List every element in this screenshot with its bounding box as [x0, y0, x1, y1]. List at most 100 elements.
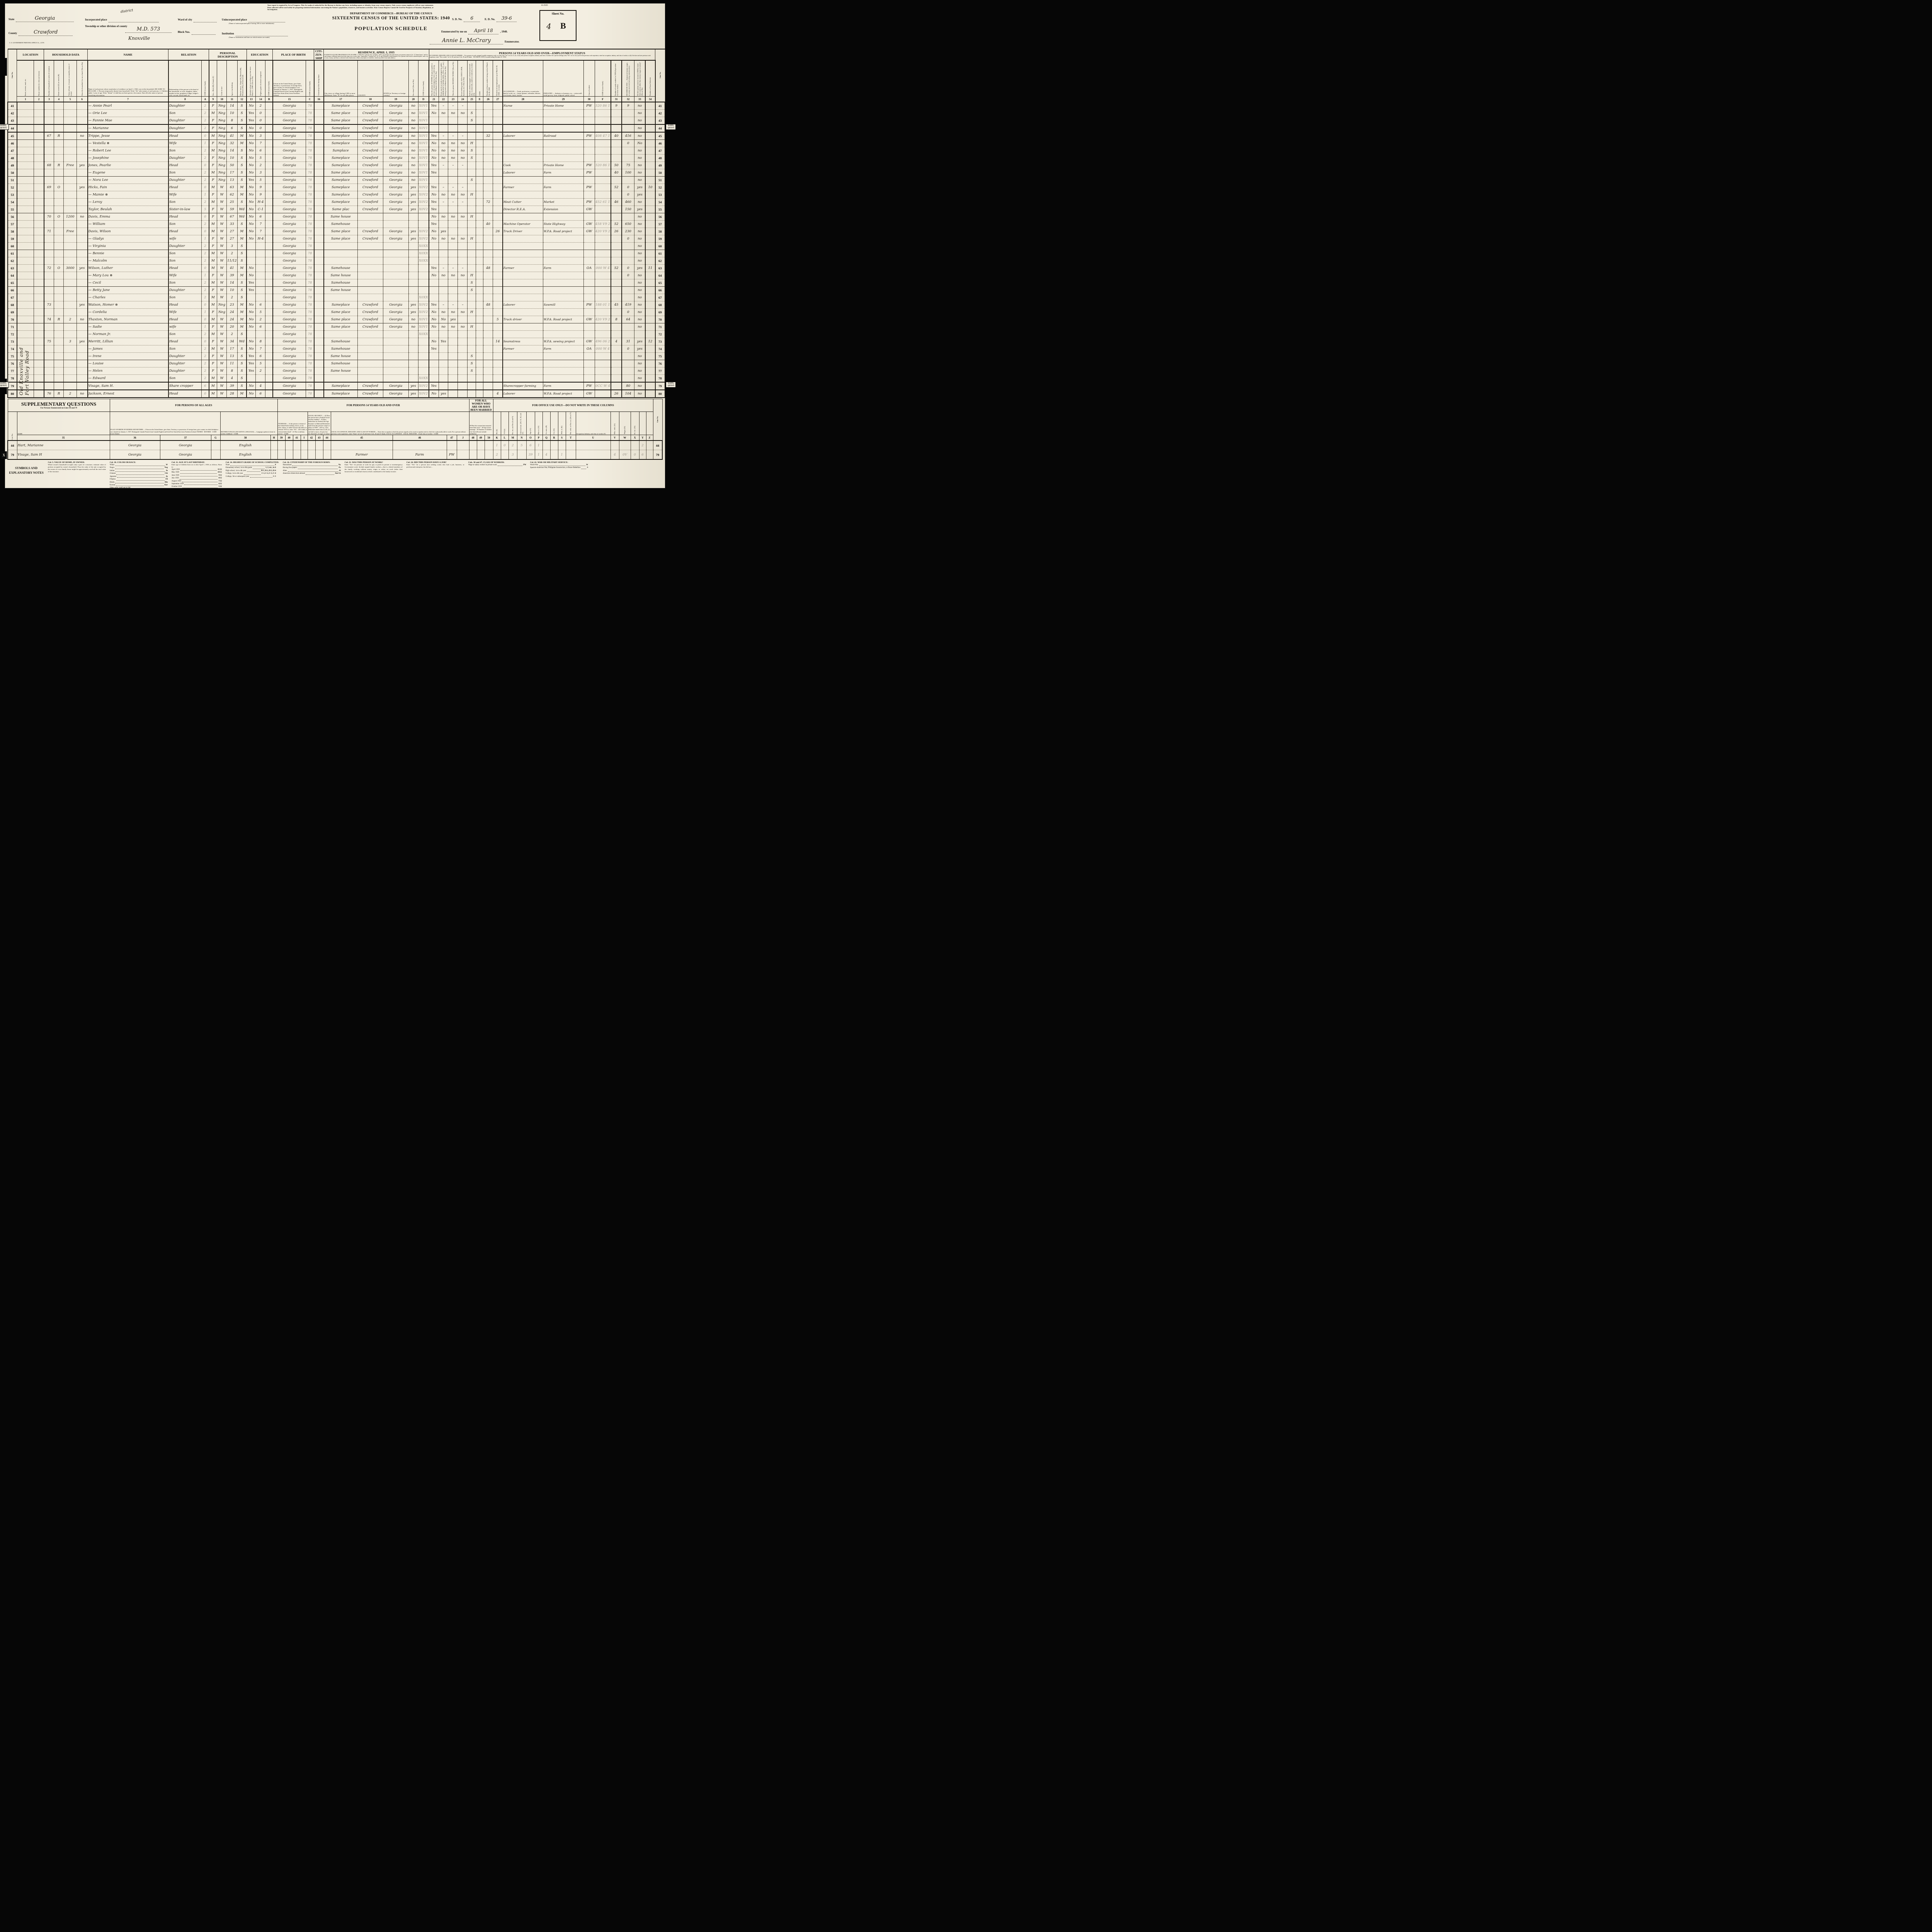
line-number-left: 64 — [7, 272, 17, 279]
cell-fs — [645, 206, 656, 213]
cell-w24: – — [457, 162, 468, 169]
cell-rl: Head — [168, 162, 202, 169]
cell-or — [54, 308, 64, 316]
cell-nm: Jackson, Ernest — [87, 390, 169, 398]
cell-h26: 48 — [483, 264, 493, 272]
schedule-row-77: 77— Helen Daughter 2 F W 8 S Yes 2 Georgia 78 Same … — [7, 367, 665, 375]
note-code-name: June 1939 — [172, 474, 179, 476]
cell-cw — [583, 257, 595, 265]
cell-wk — [611, 272, 622, 279]
cell-cw — [583, 109, 595, 117]
cell-ra: W — [217, 323, 227, 331]
cell-vl — [63, 198, 77, 206]
line-number-right: 50 — [655, 169, 665, 177]
cell-p17 — [323, 374, 358, 383]
cell-ms: S — [237, 109, 247, 117]
cell-fm — [77, 345, 88, 353]
cell-p20 — [408, 360, 418, 367]
cell-or: R — [54, 390, 64, 398]
cell-pc: 78 — [306, 154, 315, 162]
cell-cb — [265, 301, 273, 309]
cell-oi: no — [634, 198, 646, 206]
cell-fs — [645, 124, 656, 133]
cell-w21: No — [429, 191, 439, 199]
cell-ce — [476, 124, 484, 133]
schedule-row-73: 73 75 3 yes Merritt, Lillian Head 0 F W 34 Wd No 8 Ge… — [7, 338, 665, 345]
cell-fm — [77, 330, 88, 338]
cell-w23 — [448, 330, 458, 338]
cell-rl: Daughter — [168, 176, 202, 184]
cell-p20 — [408, 242, 418, 250]
suppl-cell-y2: 6 — [639, 450, 646, 460]
cell-nm: — Eugene — [87, 169, 169, 177]
line-number-right: 61 — [655, 250, 665, 257]
cell-ra: W — [217, 316, 227, 323]
cell-nm: Davis, Emma — [87, 213, 169, 221]
cell-st — [17, 286, 34, 294]
line-number-left: 72 — [7, 330, 17, 338]
schedule-row-75: 75— Irene Daughter 2 F W 13 S Yes 6 Georgia 78 Same… — [7, 352, 665, 360]
cell-fs — [645, 294, 656, 301]
cell-w23 — [448, 206, 458, 213]
line-number-right: 45 — [655, 132, 665, 140]
cell-h26 — [483, 102, 493, 110]
col-desc-pb: If born in the United States, give State… — [272, 60, 306, 97]
cell-oi: no — [634, 250, 646, 257]
cell-w24 — [457, 228, 468, 235]
cell-hh: 72 — [44, 264, 54, 272]
schedule-row-65: 65— Cecil Son 2 M W 14 S Yes Georgia 78 Samehouse S… — [7, 279, 665, 287]
cell-wk: 52 — [611, 184, 622, 191]
cell-cb — [265, 235, 273, 243]
cell-rc: 2 — [201, 117, 209, 125]
suppl-cell-ui: Farm — [392, 450, 447, 460]
cell-rc: 2 — [201, 345, 209, 353]
cell-pb: Georgia — [272, 294, 306, 301]
cell-p18 — [357, 257, 383, 265]
cell-cd: X0V1 — [418, 147, 430, 155]
cell-w25: H — [467, 191, 476, 199]
cell-pb: Georgia — [272, 154, 306, 162]
cell-p19: Georgia — [383, 117, 409, 125]
suppl-desc-21 — [639, 412, 646, 435]
cell-oi: no — [634, 360, 646, 367]
schedule-row-57: 57— William Son 2 M W 33 S No 7 Georgia 78 Samehous… — [7, 220, 665, 228]
line-no-header-text: Line No. — [656, 416, 659, 423]
cell-h26 — [483, 272, 493, 279]
cell-ag: 3 — [226, 242, 238, 250]
col-desc-text: Home owned (O) or rented (R) — [58, 74, 60, 96]
line-number-right: 58 — [655, 228, 665, 235]
cell-rl: Sister-in-law — [168, 206, 202, 213]
line-number-left: 61 — [7, 250, 17, 257]
cell-ag: 11 — [226, 360, 238, 367]
cell-fs: 12 — [645, 338, 656, 345]
department-title: DEPARTMENT OF COMMERCE—BUREAU OF THE CEN… — [350, 12, 432, 15]
cell-w24 — [457, 176, 468, 184]
cell-oi: no — [634, 162, 646, 169]
cell-or — [54, 109, 64, 117]
suppl-col-number-uc: 47 — [446, 435, 457, 441]
cell-oi: yes — [634, 206, 646, 213]
cell-pb: Georgia — [272, 220, 306, 228]
cell-st — [17, 176, 34, 184]
col-desc-text: Number of weeks worked in 1939 (Equivale… — [614, 63, 619, 96]
cell-cd — [418, 367, 430, 375]
suppl-col-number-v2: V — [610, 435, 619, 441]
col-number-fs: 34 — [645, 96, 656, 102]
county-value: Crawford — [34, 29, 58, 35]
note-code-name: April 1939 — [172, 468, 180, 471]
township-field: M.D. 573 — [125, 26, 172, 33]
group-header-5: EDUCATION — [246, 49, 273, 61]
cell-w25: S — [467, 286, 476, 294]
cell-p18: Crawford — [357, 198, 383, 206]
cell-rc: 0 — [201, 213, 209, 221]
cell-cf: 520 86 1 — [594, 102, 612, 110]
cell-wk — [611, 213, 622, 221]
cell-cf: 0CC W 4 — [594, 382, 612, 390]
cell-cw — [583, 242, 595, 250]
cell-pb: Georgia — [272, 117, 306, 125]
cell-rc: 2 — [201, 176, 209, 184]
cell-oc — [502, 352, 543, 360]
cell-wg — [621, 367, 635, 375]
note-code-row: Chinese Chi — [110, 472, 168, 475]
suppl-cell-m2: 3 — [508, 450, 517, 460]
